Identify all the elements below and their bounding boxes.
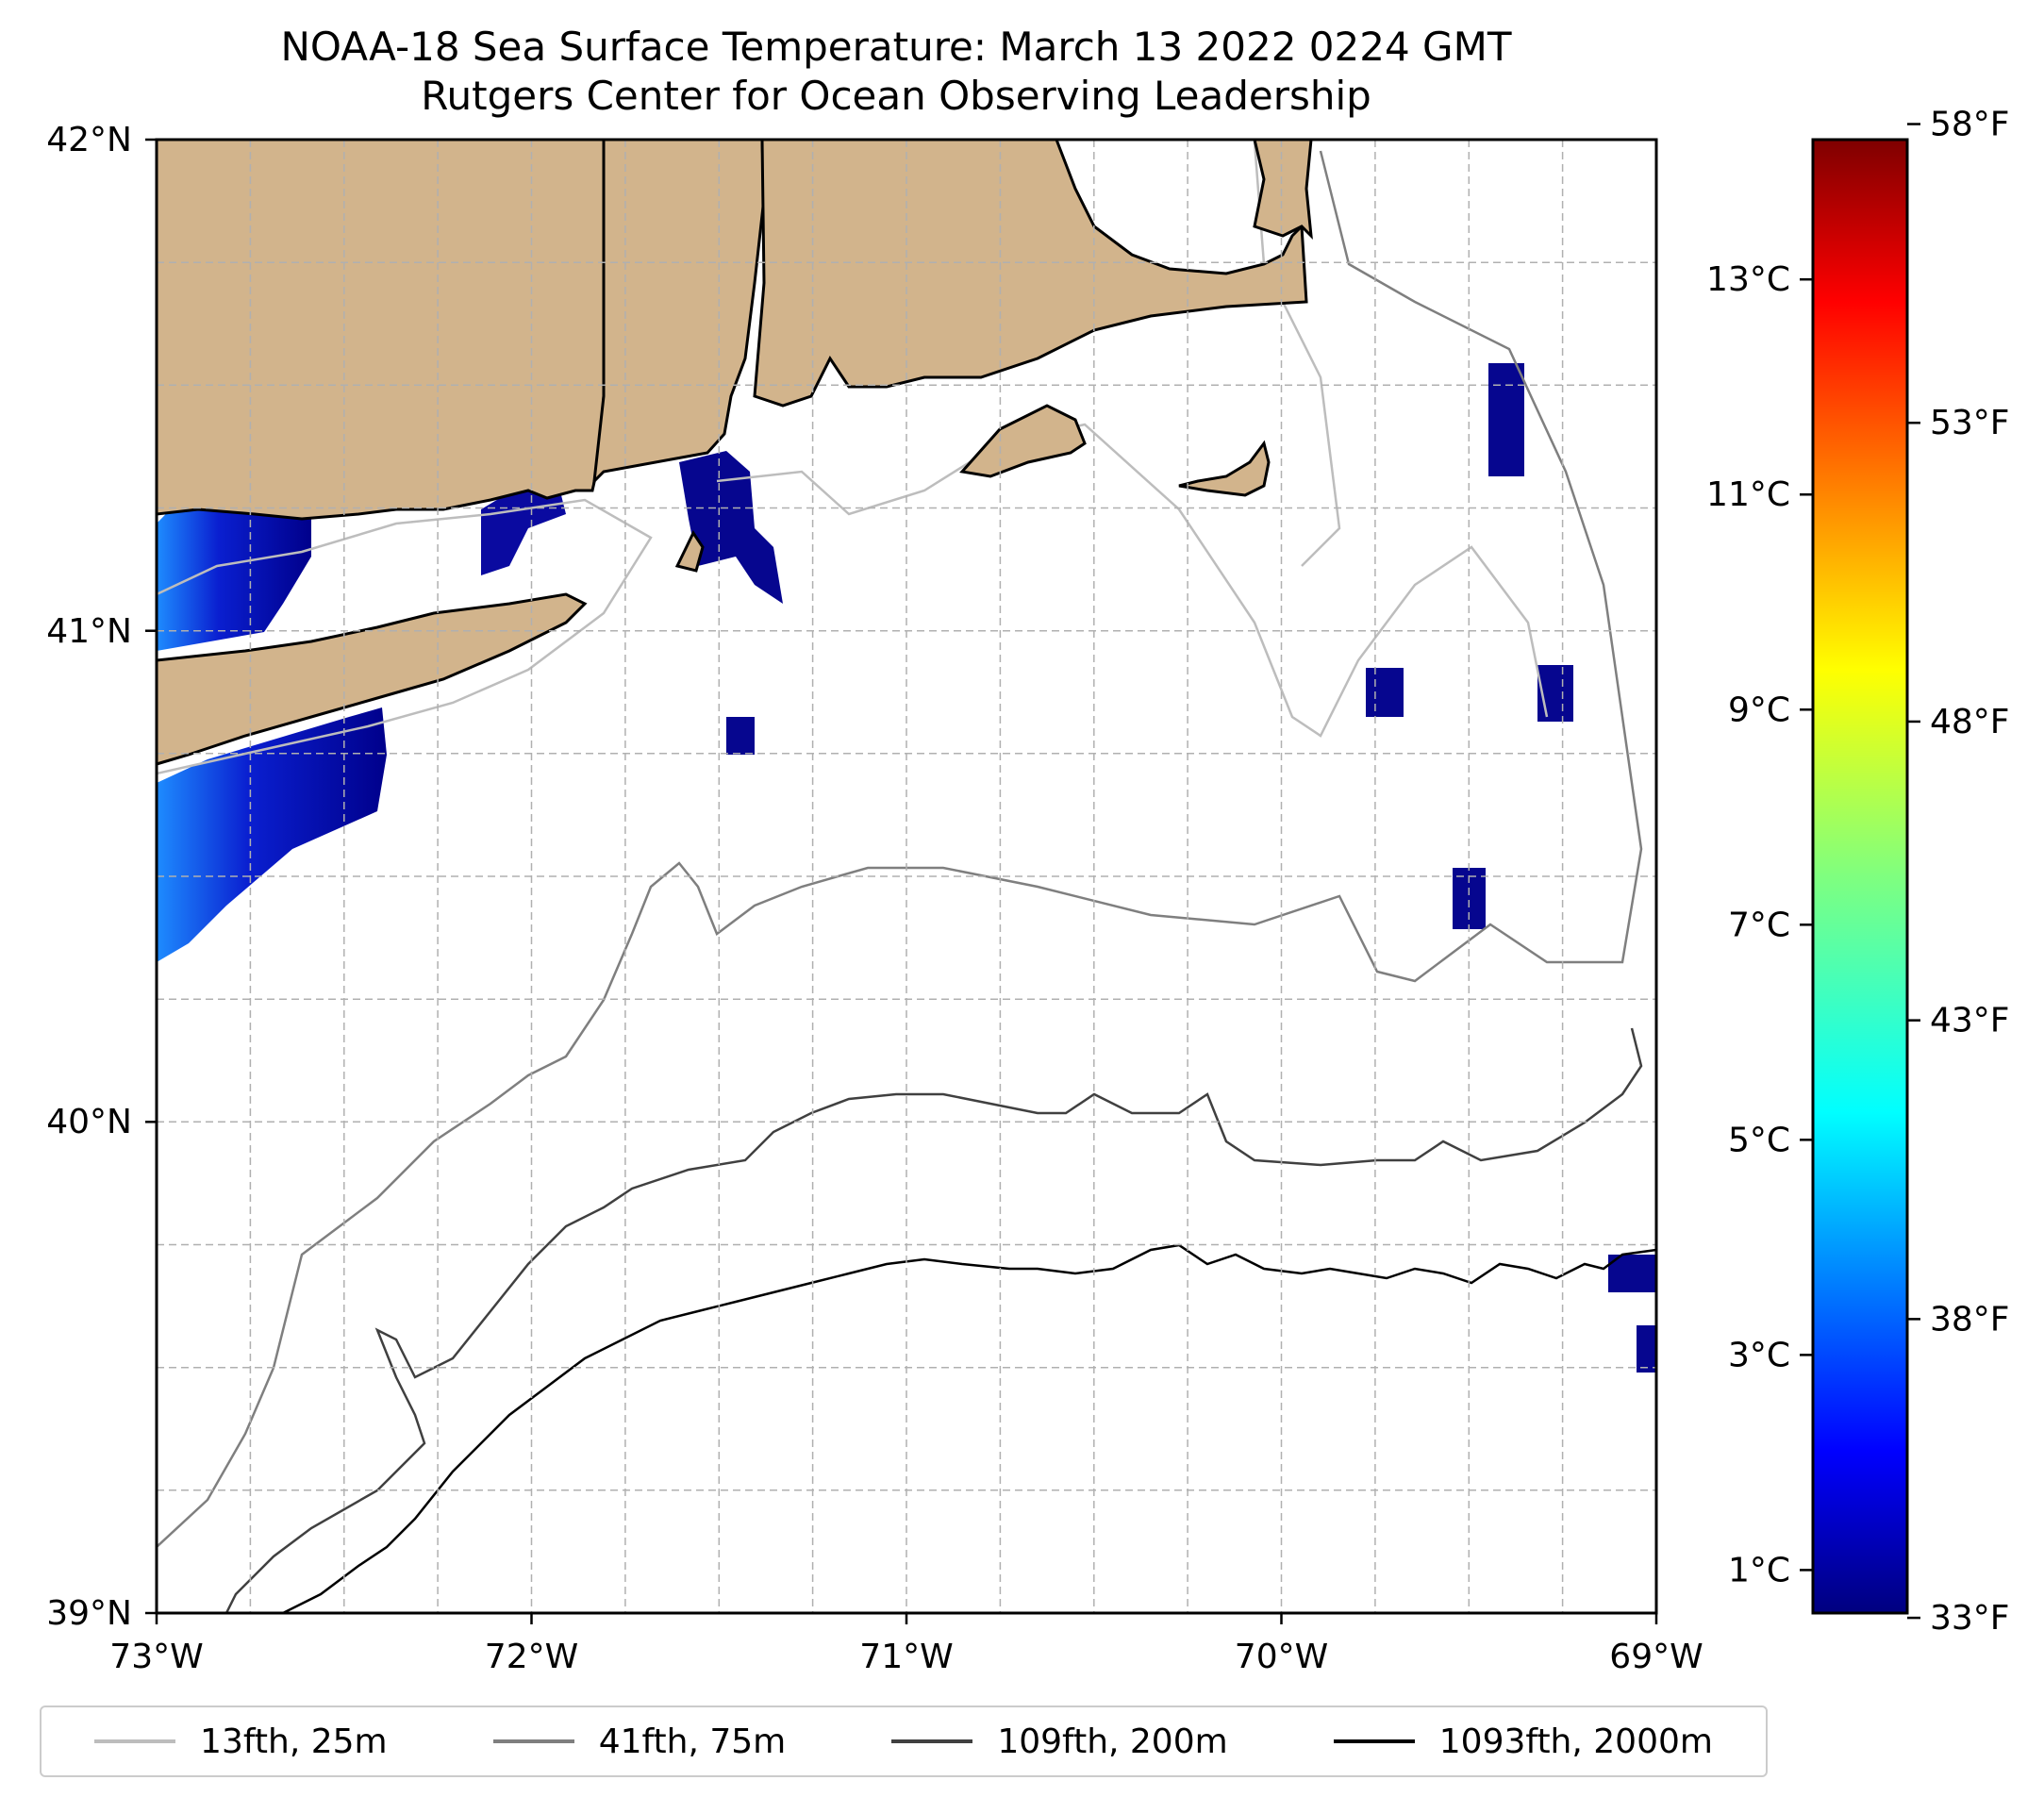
colorbar-tick-label: 38°F (1930, 1300, 2010, 1339)
land-mainland-ct-ri (157, 140, 606, 521)
legend-swatch-2000m (1333, 1739, 1415, 1743)
land-cape-cod-hook (1253, 140, 1313, 241)
sst-patch-small-1 (726, 717, 755, 755)
colorbar-tick-label: 1°C (1728, 1551, 1790, 1589)
y-tick-label: 39°N (46, 1594, 132, 1633)
sst-patch-small-2 (1488, 363, 1524, 476)
contour-75m (157, 150, 1643, 1548)
colorbar-tick-label: 58°F (1930, 106, 2010, 144)
graticule (157, 140, 1656, 1613)
y-tick-label: 42°N (46, 121, 132, 159)
colorbar-tick-label: 43°F (1930, 1002, 2010, 1040)
sst-patch-long-island-sound (157, 491, 311, 651)
sst-patch-sound-east (481, 476, 566, 575)
sst-patch-shelf-edge (1608, 1255, 1656, 1292)
y-tick-label: 41°N (46, 612, 132, 651)
legend-entry-75m: 41fth, 75m (492, 1722, 787, 1761)
bathymetry-contours (157, 141, 1656, 1613)
colorbar-tick-label: 53°F (1930, 404, 2010, 442)
x-tick-label: 69°W (1609, 1638, 1703, 1676)
x-tick-label: 71°W (859, 1638, 953, 1676)
legend-label: 1093fth, 2000m (1438, 1722, 1713, 1761)
colorbar-tick-label: 48°F (1930, 703, 2010, 741)
sst-patch-south-shore (157, 707, 387, 962)
fahrenheit-ticks: 58°F 53°F 48°F 43°F 38°F 33°F (1907, 106, 2010, 1638)
sst-patch-block-island (679, 451, 783, 604)
x-tick-label: 73°W (109, 1638, 203, 1676)
celsius-ticks: 13°C 11°C 9°C 7°C 5°C 3°C 1°C (1706, 260, 1813, 1589)
colorbar-tick-label: 5°C (1728, 1121, 1790, 1159)
y-axis-labels: 42°N 41°N 40°N 39°N (46, 121, 132, 1633)
legend-entry-200m: 109fth, 200m (891, 1722, 1228, 1761)
x-axis-labels: 73°W 72°W 71°W 70°W 69°W (109, 1638, 1703, 1676)
colorbar-tick-label: 11°C (1706, 475, 1790, 514)
colorbar-tick-label: 9°C (1728, 691, 1790, 729)
legend-swatch-200m (891, 1739, 973, 1743)
legend-label: 41fth, 75m (598, 1722, 787, 1761)
legend-swatch-75m (492, 1739, 574, 1743)
bathymetry-legend: 13fth, 25m 41fth, 75m 109fth, 200m 1093f… (40, 1705, 1768, 1777)
legend-swatch-25m (94, 1739, 176, 1743)
colorbar-gradient (1811, 138, 1909, 1615)
contour-200m (224, 1027, 1643, 1613)
land-long-island (157, 592, 588, 766)
land-block-island (674, 529, 705, 573)
legend-label: 109fth, 200m (997, 1722, 1228, 1761)
x-tick-label: 72°W (485, 1638, 578, 1676)
colorbar: 13°C 11°C 9°C 7°C 5°C 3°C 1°C 58°F 53°F 48°F 43°F… (1706, 106, 2009, 1639)
legend-label: 13fth, 25m (200, 1722, 388, 1761)
land-massachusetts (753, 140, 1308, 408)
chart-title: NOAA-18 Sea Surface Temperature: March 1… (0, 23, 1792, 121)
colorbar-tick-label: 7°C (1728, 906, 1790, 944)
y-tick-label: 40°N (46, 1103, 132, 1141)
sst-patch-small-3 (1366, 668, 1404, 717)
land-layer (157, 140, 1313, 766)
sst-data-layer (157, 363, 1656, 1373)
legend-entry-25m: 13fth, 25m (94, 1722, 388, 1761)
contour-2000m (282, 1243, 1656, 1613)
title-line-1: NOAA-18 Sea Surface Temperature: March 1… (280, 24, 1512, 70)
sst-patch-small-4 (1537, 665, 1573, 722)
land-marthas-vineyard (959, 404, 1087, 478)
colorbar-tick-label: 13°C (1706, 260, 1790, 299)
x-tick-label: 70°W (1235, 1638, 1328, 1676)
sst-patch-shelf-edge-2 (1637, 1325, 1656, 1373)
land-nantucket (1178, 440, 1271, 497)
colorbar-tick-label: 33°F (1930, 1599, 2010, 1638)
colorbar-tick-label: 3°C (1728, 1336, 1790, 1374)
axis-tick-marks (145, 138, 1658, 1624)
title-line-2: Rutgers Center for Ocean Observing Leade… (421, 73, 1371, 119)
legend-entry-2000m: 1093fth, 2000m (1333, 1722, 1713, 1761)
